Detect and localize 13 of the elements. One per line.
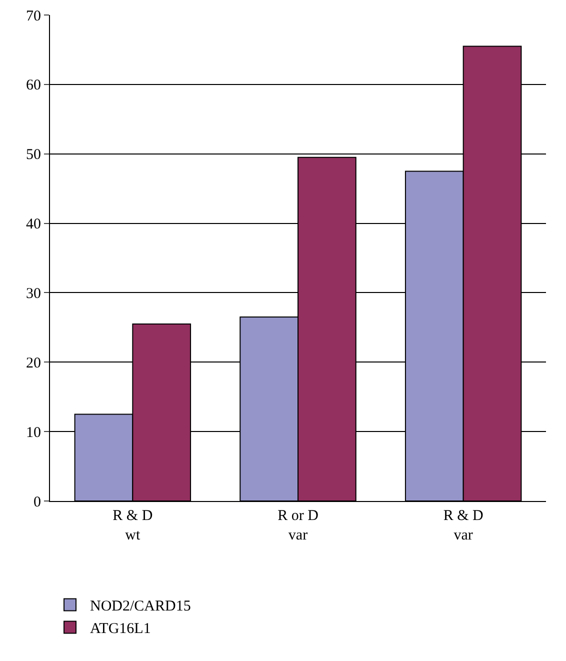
y-tick-label: 60 [26,78,41,94]
y-tick-label: 50 [26,147,41,164]
y-tick-label: 0 [34,494,41,510]
legend-label: ATG16L1 [90,621,151,638]
y-tick-label: 10 [26,424,41,441]
legend-label: NOD2/CARD15 [90,598,191,615]
x-tick-label: R & D wt [112,508,153,544]
x-tick-label: R & D var [443,508,484,544]
y-tick-label: 70 [26,8,41,24]
y-tick-label: 30 [26,286,41,302]
y-tick-label: 20 [26,355,41,372]
y-tick-label: 40 [26,216,41,233]
x-tick-label: R or D var [278,508,319,544]
